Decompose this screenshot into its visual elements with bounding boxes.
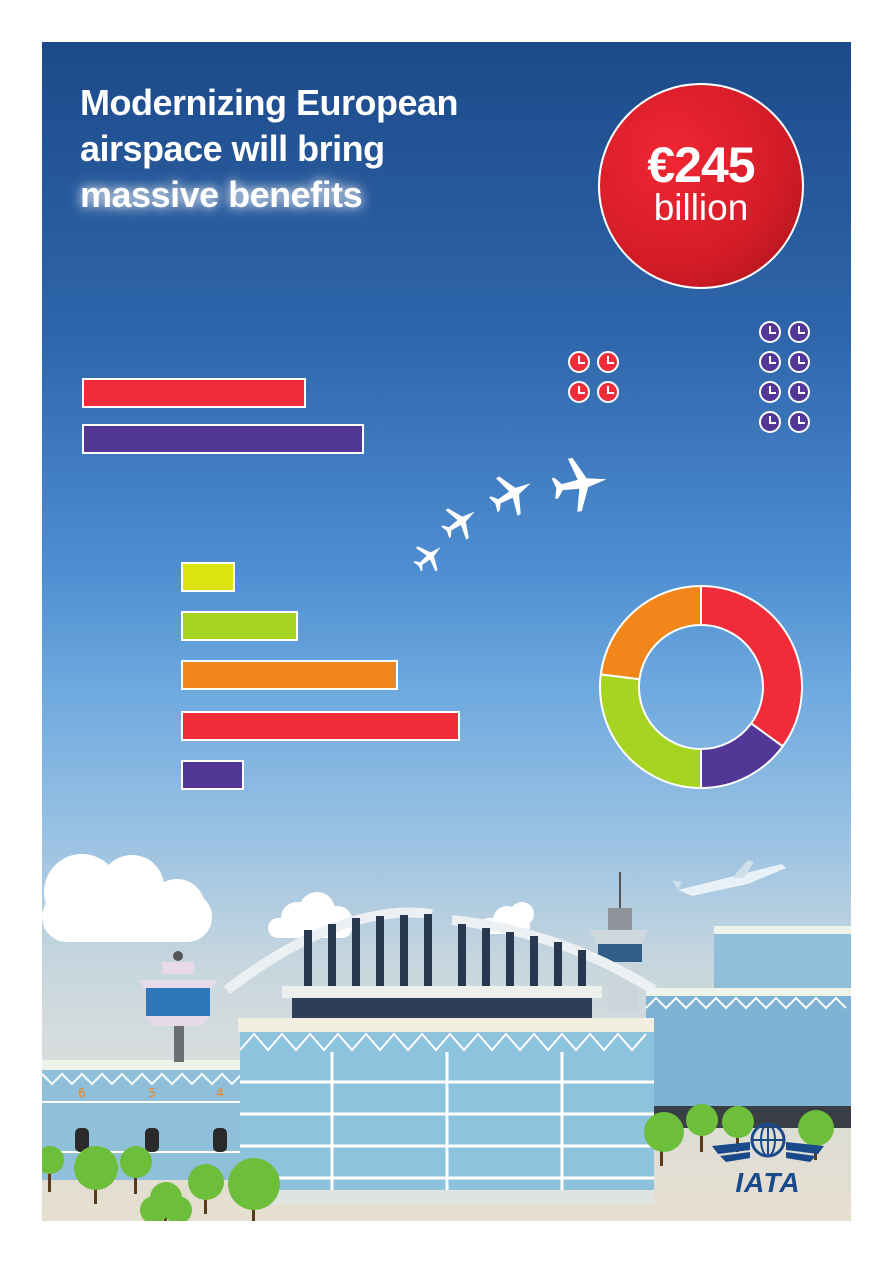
comparison-bar-red	[82, 378, 306, 408]
iata-globe-icon	[712, 1122, 824, 1162]
breakdown-bar-purple	[181, 760, 244, 790]
gate-number-5: 5	[148, 1086, 156, 1100]
gate-number-4: 4	[216, 1086, 224, 1100]
donut-chart	[599, 584, 803, 790]
trees	[42, 1104, 834, 1221]
airplane-icon	[550, 454, 610, 514]
iata-logo-text: IATA	[735, 1167, 801, 1198]
headline-line-1: Modernizing European	[80, 82, 459, 123]
breakdown-bar-red	[181, 711, 460, 741]
headline-line-3: massive benefits	[80, 174, 363, 215]
donut-segment	[599, 673, 702, 790]
benefit-amount: €245	[647, 137, 755, 193]
airplane-icon	[488, 470, 536, 518]
control-tower-left	[138, 951, 218, 1062]
breakdown-bar-lime	[181, 611, 298, 641]
clock-icon	[788, 381, 810, 403]
headline-line-2: airspace will bring	[80, 128, 385, 169]
clock-icon	[759, 411, 781, 433]
clock-icon	[759, 321, 781, 343]
clock-icon	[759, 351, 781, 373]
clock-icon	[597, 381, 619, 403]
donut-segment	[599, 584, 702, 681]
terminal-right	[646, 992, 851, 1112]
iata-logo: IATA	[710, 1118, 826, 1198]
breakdown-bar-orange	[181, 660, 398, 690]
comparison-bar-purple	[82, 424, 364, 454]
infographic-poster: Modernizing European airspace will bring…	[42, 42, 851, 1221]
clock-icon	[788, 351, 810, 373]
benefit-amount-circle: €245 billion	[598, 83, 804, 289]
breakdown-bar-yellow	[181, 562, 235, 592]
clock-icon	[788, 411, 810, 433]
red-clock-icons	[568, 351, 628, 411]
purple-clock-icons	[759, 321, 819, 441]
donut-segment	[700, 584, 803, 748]
headline: Modernizing European airspace will bring…	[80, 80, 550, 218]
airplane-icon	[412, 540, 446, 574]
clock-icon	[597, 351, 619, 373]
clock-icon	[568, 351, 590, 373]
benefit-unit: billion	[653, 187, 749, 228]
airport-illustration	[42, 854, 851, 1221]
gate-number-6: 6	[78, 1086, 86, 1100]
clock-icon	[759, 381, 781, 403]
cloud-left	[42, 854, 212, 942]
clock-icon	[568, 381, 590, 403]
control-tower-right	[590, 872, 648, 1012]
terminal-right-upper	[714, 930, 851, 994]
airplane-icon	[440, 502, 480, 542]
clock-icon	[788, 321, 810, 343]
departing-airplane-icon	[672, 860, 786, 896]
